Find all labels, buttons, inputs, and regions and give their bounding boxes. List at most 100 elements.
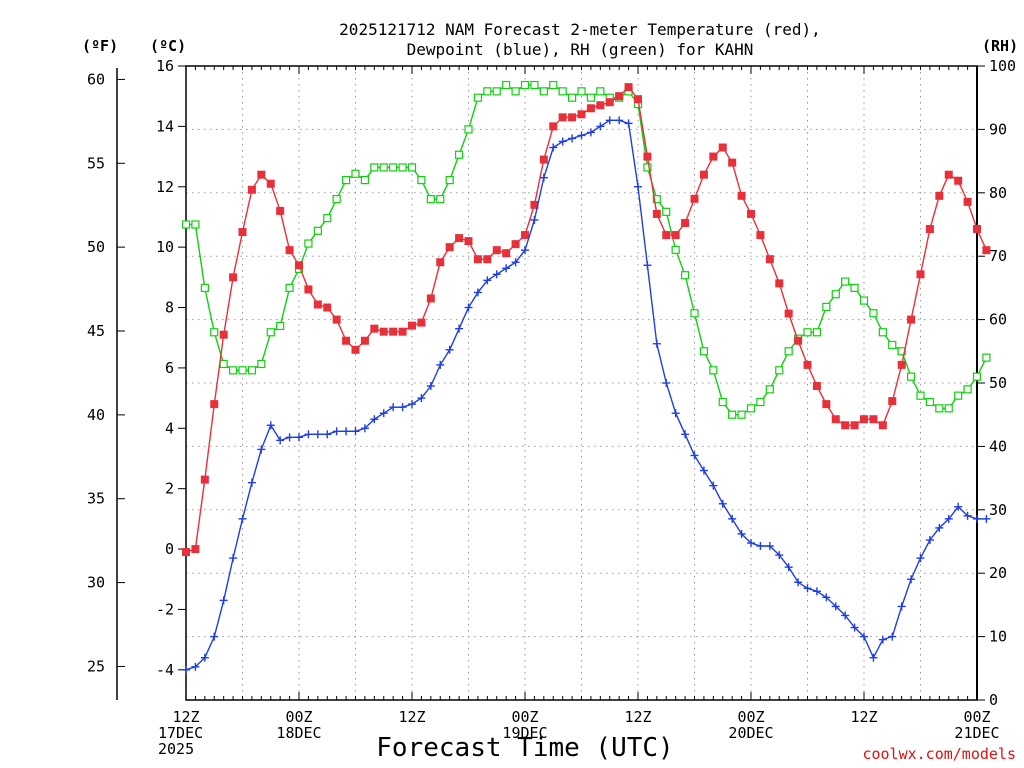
dewpoint-point — [831, 602, 840, 611]
rh-point — [972, 372, 982, 381]
rh-point — [379, 163, 388, 172]
temperature-point — [935, 191, 944, 200]
temperature-point — [332, 315, 341, 324]
dewpoint-point — [445, 345, 454, 354]
temperature-point — [257, 170, 266, 179]
rh-point — [841, 277, 850, 286]
rh-point — [690, 309, 699, 318]
dewpoint-point — [285, 433, 294, 442]
temperature-point — [483, 255, 492, 264]
temperature-point — [756, 231, 765, 240]
temperature-point — [247, 185, 256, 194]
dewpoint-point — [925, 535, 934, 544]
rh-point — [341, 176, 351, 185]
celsius-tick-label: 4 — [165, 419, 174, 437]
temperature-point — [360, 336, 369, 345]
rh-point — [822, 302, 831, 312]
dewpoint-point — [295, 433, 303, 442]
temperature-point — [285, 246, 294, 255]
rh-point — [238, 366, 247, 375]
fahrenheit-tick-label: 45 — [87, 322, 105, 340]
temperature-point — [313, 300, 322, 309]
rh-point — [888, 340, 897, 350]
rh-point — [944, 404, 953, 413]
rh-point — [360, 176, 370, 185]
temperature-point — [417, 318, 426, 327]
dewpoint-point — [191, 662, 200, 671]
axes: -4 -2 0 2 4 6 8 10 12 14 16 25 30 35 40 45 50 55 60 0 10 20 30… — [87, 57, 1016, 758]
dewpoint-point — [342, 427, 351, 436]
rh-tick-label: 10 — [989, 628, 1007, 646]
fahrenheit-tick-label: 60 — [87, 70, 105, 88]
rh-point — [228, 366, 238, 375]
temperature-point — [436, 258, 445, 267]
dewpoint-point — [794, 578, 803, 587]
temperature-point — [822, 400, 831, 409]
dewpoint-point — [860, 632, 868, 641]
temperature-point — [812, 382, 821, 391]
dewpoint-point — [511, 258, 520, 267]
rh-point — [407, 163, 417, 172]
celsius-tick-label: 8 — [165, 299, 174, 317]
dewpoint-point — [643, 261, 652, 270]
temperature-point — [295, 261, 303, 270]
credit-link[interactable]: coolwx.com/models — [862, 745, 1016, 763]
dewpoint-point — [897, 602, 906, 611]
temperature-point — [709, 152, 718, 161]
dewpoint-point — [219, 596, 228, 605]
rh-point — [285, 283, 294, 292]
x-tick-label: 00Z — [963, 708, 990, 726]
temperature-point — [728, 158, 737, 167]
temperature-point — [605, 98, 614, 107]
chart-title-line1: 2025121712 NAM Forecast 2-meter Temperat… — [339, 20, 821, 39]
temperature-point — [643, 152, 652, 161]
rh-point — [775, 366, 784, 375]
dewpoint-point — [850, 623, 859, 632]
temperature-point — [869, 415, 878, 424]
rh-tick-label: 80 — [989, 184, 1007, 202]
rh-point — [699, 347, 709, 356]
celsius-tick-label: 10 — [156, 238, 174, 256]
x-tick-label: 17DEC — [158, 724, 203, 742]
temperature-point — [765, 255, 774, 264]
rh-point — [709, 366, 718, 375]
dewpoint-point — [266, 421, 275, 430]
temperature-point — [775, 279, 784, 288]
rh-point — [596, 87, 605, 96]
dewpoint-point — [718, 499, 727, 508]
rh-point — [662, 207, 671, 216]
x-tick-label: 18DEC — [276, 724, 321, 742]
fahrenheit-unit-label: (ºF) — [82, 37, 119, 55]
dewpoint-point — [417, 394, 426, 403]
rh-point — [652, 195, 661, 204]
rh-tick-label: 90 — [989, 120, 1007, 138]
rh-point — [756, 397, 765, 407]
rh-point — [954, 391, 963, 400]
temperature-point — [511, 240, 520, 249]
rh-point — [332, 195, 341, 204]
rh-point — [916, 391, 925, 400]
dewpoint-point — [709, 481, 718, 490]
x-tick-label: 00Z — [737, 708, 764, 726]
temperature-point — [229, 273, 238, 282]
rh-point — [417, 176, 426, 185]
temperature-point — [351, 345, 360, 354]
rh-point — [181, 220, 191, 229]
temperature-point — [370, 324, 379, 333]
dewpoint-line — [185, 119, 987, 671]
temperature-point — [907, 315, 916, 324]
rh-tick-label: 70 — [989, 247, 1007, 265]
rh-point — [266, 328, 275, 337]
temperature-point — [973, 225, 981, 234]
rh-point — [520, 80, 530, 90]
x-tick-label: 12Z — [850, 708, 877, 726]
rh-point — [558, 87, 567, 96]
rh-point — [473, 93, 483, 102]
temperature-point — [455, 234, 464, 243]
temperature-point — [389, 327, 398, 336]
temperature-point — [841, 421, 850, 430]
rh-point — [398, 163, 407, 172]
rh-point — [389, 163, 398, 172]
rh-point — [586, 93, 596, 102]
rh-point — [511, 87, 520, 96]
